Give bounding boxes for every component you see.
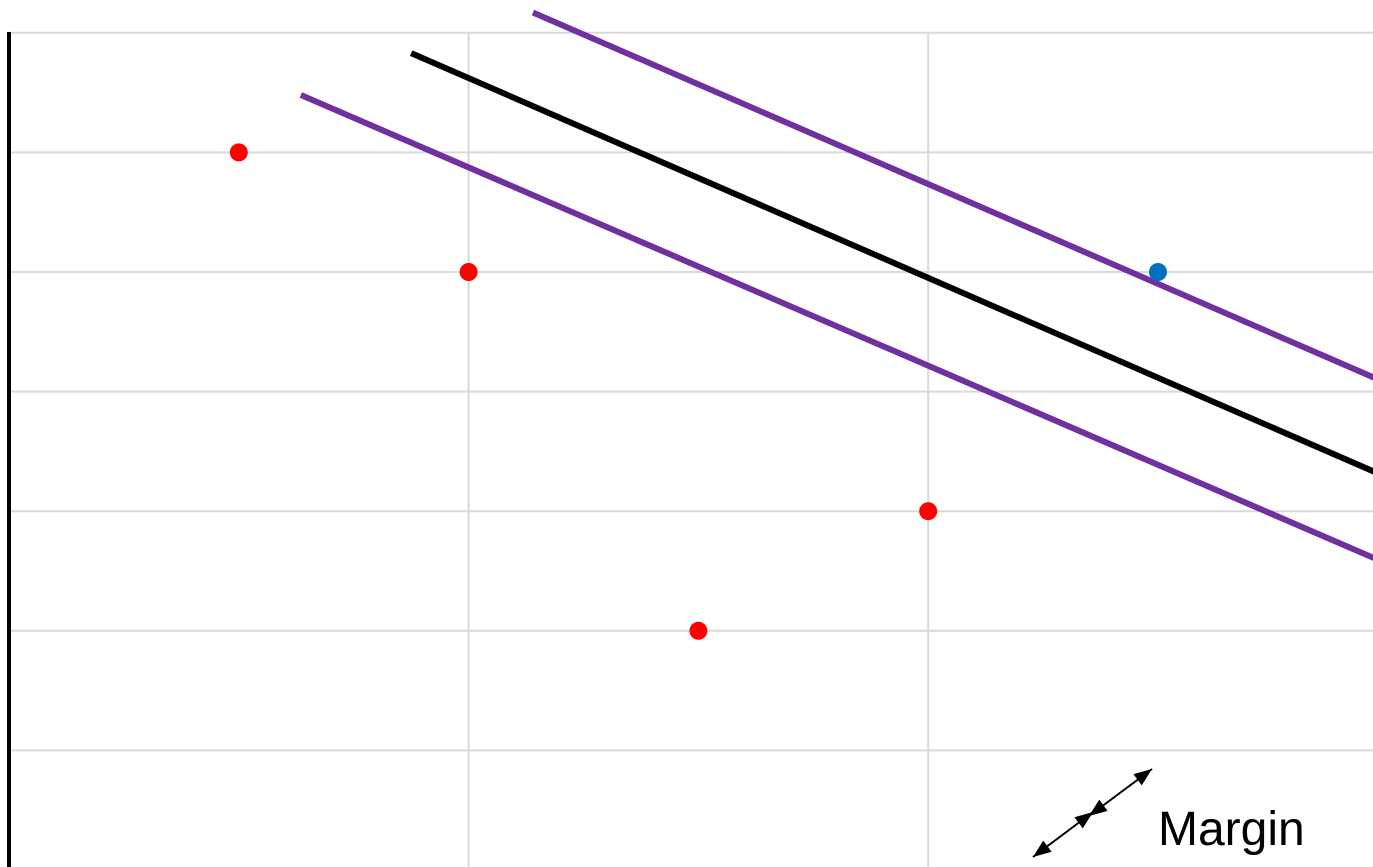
red-data-point: [689, 621, 708, 640]
arrowhead: [1033, 840, 1052, 857]
red-data-point: [919, 502, 938, 521]
blue-data-point: [1149, 263, 1167, 281]
red-data-point: [229, 143, 248, 162]
data-points: [229, 143, 1167, 640]
model-lines: [299, 9, 1373, 561]
arrowhead: [1074, 812, 1093, 829]
arrowhead: [1133, 769, 1152, 786]
margin-lower-line: [299, 92, 1373, 561]
arrowhead: [1089, 799, 1108, 816]
margin-arrows: [1032, 768, 1153, 858]
red-data-point: [459, 263, 478, 281]
margin-upper-line: [531, 9, 1373, 381]
margin-label: Margin: [1158, 803, 1305, 856]
decision-boundary-line: [409, 50, 1373, 475]
grid: [9, 31, 1373, 867]
